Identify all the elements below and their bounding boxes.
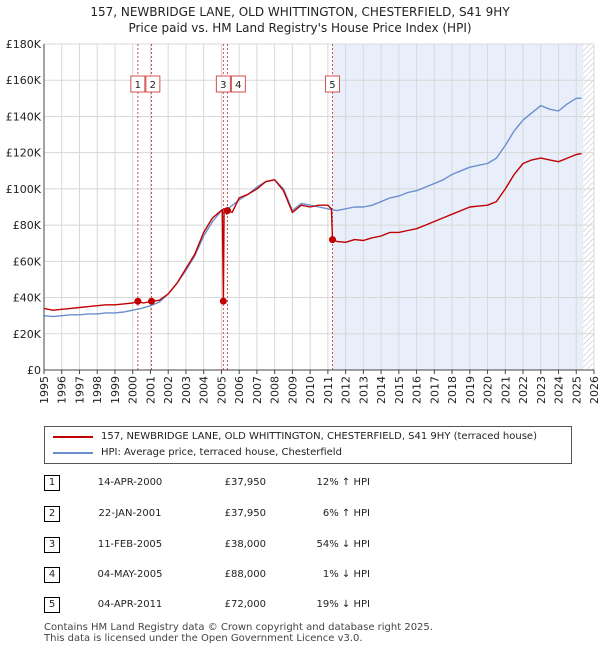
- x-tick-label: 2021: [499, 376, 512, 404]
- x-tick-label: 2011: [322, 376, 335, 404]
- transaction-number: 2: [44, 506, 60, 522]
- transaction-hpi: 54% ↓ HPI: [316, 539, 370, 550]
- x-tick-label: 1998: [91, 376, 104, 404]
- y-tick-label: £120K: [6, 147, 42, 160]
- transaction-number: 5: [44, 597, 60, 613]
- table-row: 3 11-FEB-2005 £38,000 54% ↓ HPI: [44, 536, 384, 554]
- x-tick-label: 2017: [428, 376, 441, 404]
- marker-label-4: 4: [235, 80, 241, 91]
- x-tick-label: 1999: [109, 376, 122, 404]
- legend-swatch-hpi: [53, 452, 93, 454]
- marker-label-1: 1: [135, 80, 141, 91]
- sale-point-4: [223, 207, 231, 215]
- sale-point-1: [134, 297, 142, 305]
- x-tick-label: 2004: [198, 376, 211, 404]
- legend-label-property: 157, NEWBRIDGE LANE, OLD WHITTINGTON, CH…: [101, 431, 537, 442]
- footer-copyright: Contains HM Land Registry data © Crown c…: [44, 622, 433, 633]
- marker-label-2: 2: [150, 80, 156, 91]
- y-tick-label: £100K: [6, 183, 42, 196]
- x-tick-label: 1995: [38, 376, 51, 404]
- x-tick-label: 2012: [340, 376, 353, 404]
- x-tick-label: 2016: [411, 376, 424, 404]
- transaction-number: 3: [44, 537, 60, 553]
- x-tick-label: 2024: [553, 376, 566, 404]
- x-tick-label: 2026: [588, 376, 600, 404]
- legend-item-property: 157, NEWBRIDGE LANE, OLD WHITTINGTON, CH…: [53, 429, 563, 445]
- transaction-hpi: 12% ↑ HPI: [316, 477, 370, 488]
- x-tick-label: 2005: [215, 376, 228, 404]
- transaction-price: £37,950: [224, 508, 266, 519]
- y-tick-label: £140K: [6, 110, 42, 123]
- sale-point-3: [219, 297, 227, 305]
- transaction-price: £37,950: [224, 477, 266, 488]
- transaction-price: £38,000: [224, 539, 266, 550]
- future-hatched-region: [583, 44, 594, 370]
- y-tick-label: £160K: [6, 74, 42, 87]
- x-tick-label: 2002: [162, 376, 175, 404]
- sale-point-2: [148, 297, 156, 305]
- table-row: 1 14-APR-2000 £37,950 12% ↑ HPI: [44, 474, 384, 492]
- y-tick-label: £60K: [13, 255, 42, 268]
- x-tick-label: 2015: [393, 376, 406, 404]
- x-tick-label: 2019: [464, 376, 477, 404]
- transaction-date: 22-JAN-2001: [98, 508, 162, 519]
- sale-point-5: [328, 236, 336, 244]
- footer-licence: This data is licensed under the Open Gov…: [44, 633, 363, 644]
- marker-box-1: [130, 75, 146, 93]
- x-tick-label: 2013: [357, 376, 370, 404]
- transaction-price: £88,000: [224, 569, 266, 580]
- marker-box-3: [215, 75, 231, 93]
- table-row: 2 22-JAN-2001 £37,950 6% ↑ HPI: [44, 505, 384, 523]
- marker-box-4: [230, 75, 246, 93]
- y-tick-label: £20K: [13, 328, 42, 341]
- x-tick-label: 2023: [535, 376, 548, 404]
- y-tick-label: £80K: [13, 219, 42, 232]
- x-tick-label: 2000: [127, 376, 140, 404]
- transaction-date: 11-FEB-2005: [97, 539, 163, 550]
- transaction-price: £72,000: [224, 599, 266, 610]
- chart-title: 157, NEWBRIDGE LANE, OLD WHITTINGTON, CH…: [90, 5, 510, 19]
- transaction-hpi: 1% ↓ HPI: [322, 569, 370, 580]
- y-tick-label: £180K: [6, 38, 42, 51]
- x-tick-label: 2008: [269, 376, 282, 404]
- x-tick-label: 2010: [304, 376, 317, 404]
- x-tick-label: 2006: [233, 376, 246, 404]
- table-row: 5 04-APR-2011 £72,000 19% ↓ HPI: [44, 596, 384, 614]
- x-tick-label: 2007: [251, 376, 264, 404]
- legend-item-hpi: HPI: Average price, terraced house, Ches…: [53, 445, 563, 461]
- transaction-date: 14-APR-2000: [97, 477, 163, 488]
- x-tick-label: 2018: [446, 376, 459, 404]
- marker-box-2: [145, 75, 161, 93]
- x-tick-label: 2014: [375, 376, 388, 404]
- table-row: 4 04-MAY-2005 £88,000 1% ↓ HPI: [44, 566, 384, 584]
- forecast-shaded-region: [332, 44, 584, 370]
- marker-label-5: 5: [329, 80, 335, 91]
- y-tick-label: £40K: [13, 292, 42, 305]
- y-tick-label: £0: [27, 364, 41, 377]
- transaction-date: 04-MAY-2005: [97, 569, 163, 580]
- legend-label-hpi: HPI: Average price, terraced house, Ches…: [101, 447, 342, 458]
- x-tick-label: 2022: [517, 376, 530, 404]
- chart-subtitle: Price paid vs. HM Land Registry's House …: [128, 21, 472, 35]
- transaction-date: 04-APR-2011: [97, 599, 163, 610]
- transaction-hpi: 19% ↓ HPI: [316, 599, 370, 610]
- x-tick-label: 2001: [144, 376, 157, 404]
- x-tick-label: 2003: [180, 376, 193, 404]
- marker-label-3: 3: [220, 80, 226, 91]
- legend-swatch-property: [53, 436, 93, 438]
- x-tick-label: 1996: [56, 376, 69, 404]
- marker-box-5: [324, 75, 340, 93]
- legend: 157, NEWBRIDGE LANE, OLD WHITTINGTON, CH…: [44, 426, 572, 464]
- x-tick-label: 1997: [73, 376, 86, 404]
- transaction-number: 4: [44, 567, 60, 583]
- x-tick-label: 2025: [570, 376, 583, 404]
- transaction-hpi: 6% ↑ HPI: [322, 508, 370, 519]
- x-tick-label: 2009: [286, 376, 299, 404]
- x-tick-label: 2020: [482, 376, 495, 404]
- transaction-number: 1: [44, 475, 60, 491]
